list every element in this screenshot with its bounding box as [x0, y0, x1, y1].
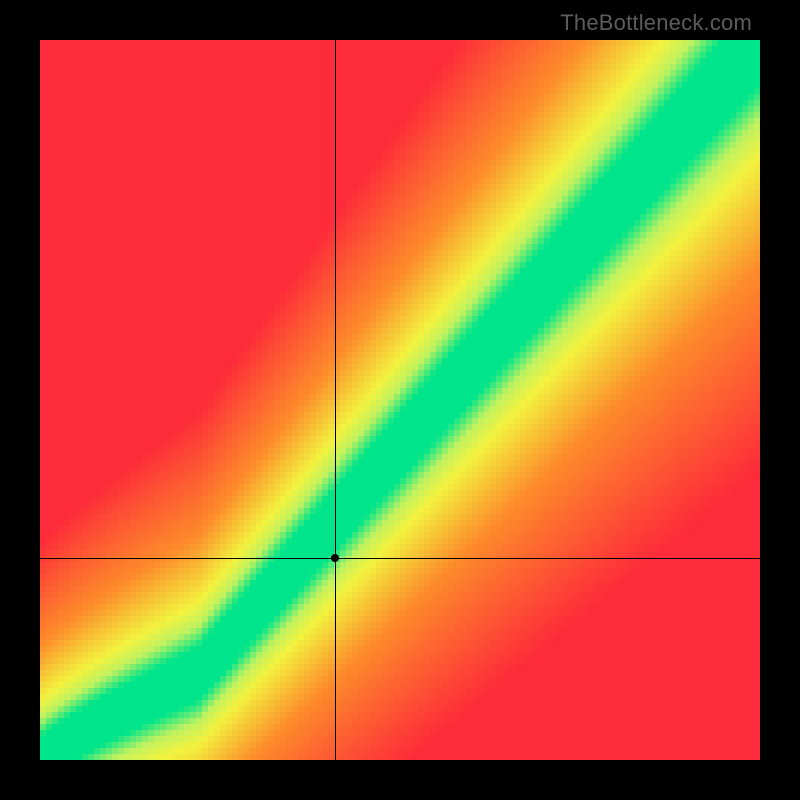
bottleneck-heatmap: [40, 40, 760, 760]
chart-frame: TheBottleneck.com: [0, 0, 800, 800]
watermark-text: TheBottleneck.com: [560, 10, 752, 36]
